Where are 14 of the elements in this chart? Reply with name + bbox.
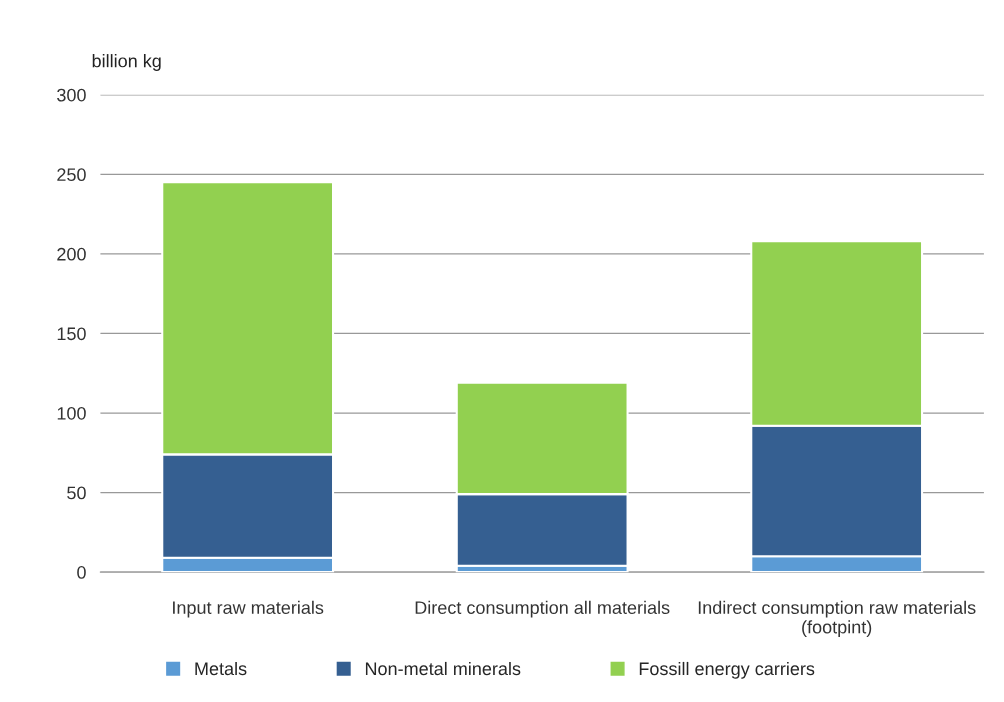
y-tick-label: 300 [57,88,86,102]
x-tick-label: Input raw materials [173,600,324,618]
y-tick-label: 0 [77,566,86,579]
y-tick-label: 150 [57,327,86,341]
y-axis-title: billion kg [92,54,161,71]
y-tick-label: 100 [57,406,86,420]
legend-label: Non-metal minerals [365,661,521,676]
x-tick-label: Indirect consumption raw materials (footpint) [698,600,976,638]
legend-label: Metals [195,661,247,676]
y-tick-label: 200 [57,247,86,261]
y-tick-label: 50 [67,486,86,500]
x-tick-label: Direct consumption all materials [415,600,670,618]
y-tick-label: 250 [57,168,86,182]
legend-label: Fossill energy carriers [639,661,815,679]
